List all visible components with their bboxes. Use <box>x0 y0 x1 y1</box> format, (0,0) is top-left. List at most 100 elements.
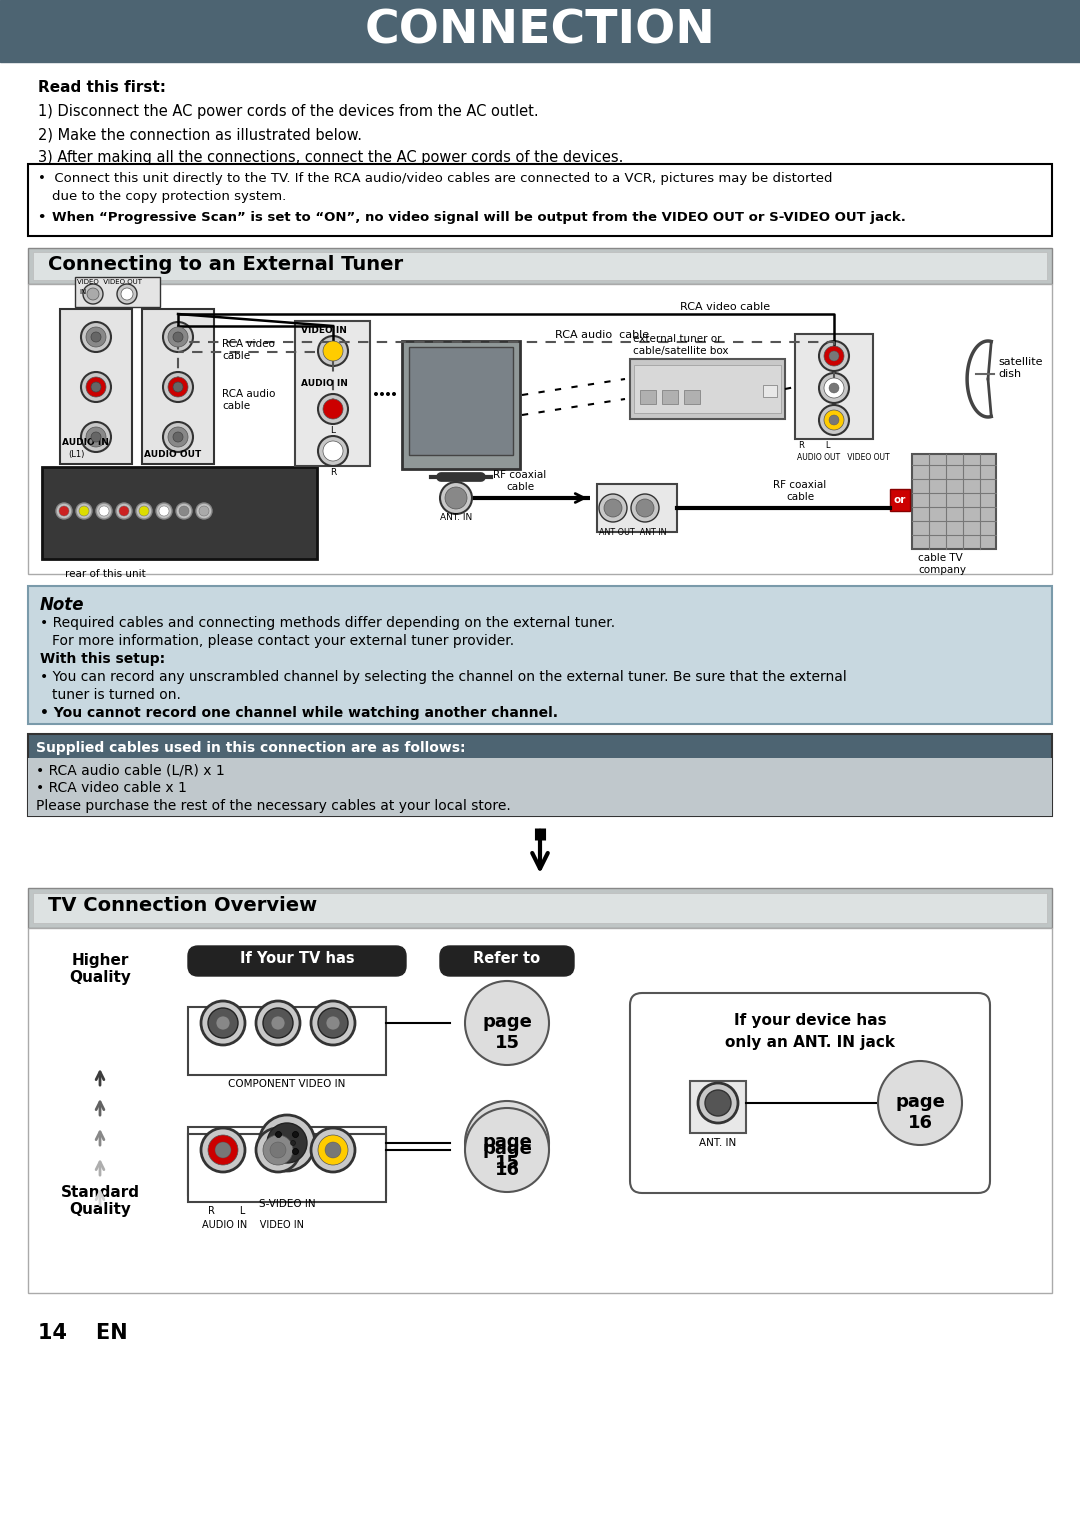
Text: AUDIO OUT   VIDEO OUT: AUDIO OUT VIDEO OUT <box>797 453 890 462</box>
FancyBboxPatch shape <box>630 360 785 419</box>
Text: L: L <box>330 427 336 434</box>
Text: R        L: R L <box>208 1205 245 1216</box>
Circle shape <box>311 1001 355 1045</box>
FancyBboxPatch shape <box>28 587 1052 724</box>
Circle shape <box>81 322 111 352</box>
Circle shape <box>275 1149 282 1155</box>
Circle shape <box>259 1116 315 1170</box>
Circle shape <box>83 283 103 303</box>
Circle shape <box>318 395 348 424</box>
FancyBboxPatch shape <box>75 277 160 306</box>
Text: AUDIO IN: AUDIO IN <box>301 379 348 389</box>
Text: If your device has: If your device has <box>733 1013 887 1029</box>
Circle shape <box>163 372 193 402</box>
Circle shape <box>173 431 183 442</box>
Circle shape <box>168 328 188 347</box>
Text: Connecting to an External Tuner: Connecting to an External Tuner <box>48 255 403 274</box>
FancyBboxPatch shape <box>188 1007 386 1074</box>
FancyBboxPatch shape <box>690 1081 746 1132</box>
Circle shape <box>325 1141 341 1158</box>
Text: page
16: page 16 <box>895 1093 945 1132</box>
FancyBboxPatch shape <box>60 309 132 463</box>
Circle shape <box>81 422 111 453</box>
Circle shape <box>119 506 129 517</box>
Text: only an ANT. IN jack: only an ANT. IN jack <box>725 1035 895 1050</box>
FancyBboxPatch shape <box>28 928 1052 1292</box>
Circle shape <box>99 506 109 517</box>
Circle shape <box>215 1141 231 1158</box>
Circle shape <box>56 503 72 520</box>
Circle shape <box>380 392 384 396</box>
Text: S-VIDEO IN: S-VIDEO IN <box>259 1199 315 1209</box>
FancyBboxPatch shape <box>28 165 1052 236</box>
Text: RF coaxial
cable: RF coaxial cable <box>494 471 546 492</box>
Circle shape <box>819 341 849 370</box>
Circle shape <box>270 1141 286 1158</box>
Circle shape <box>256 1128 300 1172</box>
Circle shape <box>824 346 843 366</box>
Circle shape <box>829 383 839 393</box>
Circle shape <box>291 1140 296 1146</box>
Circle shape <box>121 288 133 300</box>
FancyBboxPatch shape <box>634 366 781 413</box>
Text: 2) Make the connection as illustrated below.: 2) Make the connection as illustrated be… <box>38 126 362 142</box>
Circle shape <box>465 981 549 1065</box>
Text: • Required cables and connecting methods differ depending on the external tuner.: • Required cables and connecting methods… <box>40 616 616 629</box>
Circle shape <box>86 328 106 347</box>
Text: CONNECTION: CONNECTION <box>365 8 715 53</box>
FancyBboxPatch shape <box>28 248 1052 283</box>
FancyBboxPatch shape <box>188 1128 386 1195</box>
Circle shape <box>117 283 137 303</box>
Text: RCA audio
cable: RCA audio cable <box>222 389 275 410</box>
Text: page
16: page 16 <box>482 1140 532 1178</box>
Text: Please purchase the rest of the necessary cables at your local store.: Please purchase the rest of the necessar… <box>36 799 511 812</box>
Circle shape <box>275 1131 282 1137</box>
Circle shape <box>465 1100 549 1186</box>
Circle shape <box>819 405 849 434</box>
FancyBboxPatch shape <box>188 946 406 975</box>
Circle shape <box>374 392 378 396</box>
Circle shape <box>156 503 172 520</box>
Circle shape <box>698 1084 738 1123</box>
Text: tuner is turned on.: tuner is turned on. <box>52 687 180 703</box>
FancyBboxPatch shape <box>795 334 873 439</box>
Circle shape <box>91 332 102 341</box>
Circle shape <box>173 383 183 392</box>
Text: RCA audio  cable: RCA audio cable <box>555 331 649 340</box>
FancyBboxPatch shape <box>597 485 677 532</box>
Text: page
15: page 15 <box>482 1013 532 1052</box>
Text: If Your TV has: If Your TV has <box>240 951 354 966</box>
Circle shape <box>179 506 189 517</box>
Circle shape <box>599 494 627 523</box>
Circle shape <box>86 427 106 447</box>
Text: • RCA video cable x 1: • RCA video cable x 1 <box>36 780 187 796</box>
Circle shape <box>195 503 212 520</box>
Text: or: or <box>894 495 906 504</box>
Circle shape <box>445 488 467 509</box>
FancyBboxPatch shape <box>33 893 1047 924</box>
FancyBboxPatch shape <box>295 322 370 466</box>
Circle shape <box>829 351 839 361</box>
FancyBboxPatch shape <box>409 347 513 456</box>
Circle shape <box>829 415 839 425</box>
Text: •: • <box>38 210 56 224</box>
Circle shape <box>318 1007 348 1038</box>
Circle shape <box>386 392 390 396</box>
Circle shape <box>631 494 659 523</box>
FancyBboxPatch shape <box>33 251 1047 280</box>
Text: Supplied cables used in this connection are as follows:: Supplied cables used in this connection … <box>36 741 465 754</box>
Text: VIDEO  VIDEO OUT: VIDEO VIDEO OUT <box>77 279 141 285</box>
Circle shape <box>604 498 622 517</box>
Circle shape <box>256 1001 300 1045</box>
Text: Standard
Quality: Standard Quality <box>60 1186 139 1218</box>
Circle shape <box>440 482 472 514</box>
Circle shape <box>878 1061 962 1145</box>
Circle shape <box>87 288 99 300</box>
Circle shape <box>176 503 192 520</box>
Circle shape <box>199 506 210 517</box>
Circle shape <box>91 431 102 442</box>
Circle shape <box>264 1135 293 1164</box>
Text: AUDIO IN: AUDIO IN <box>62 437 109 447</box>
Text: COMPONENT VIDEO IN: COMPONENT VIDEO IN <box>228 1079 346 1090</box>
FancyBboxPatch shape <box>141 309 214 463</box>
